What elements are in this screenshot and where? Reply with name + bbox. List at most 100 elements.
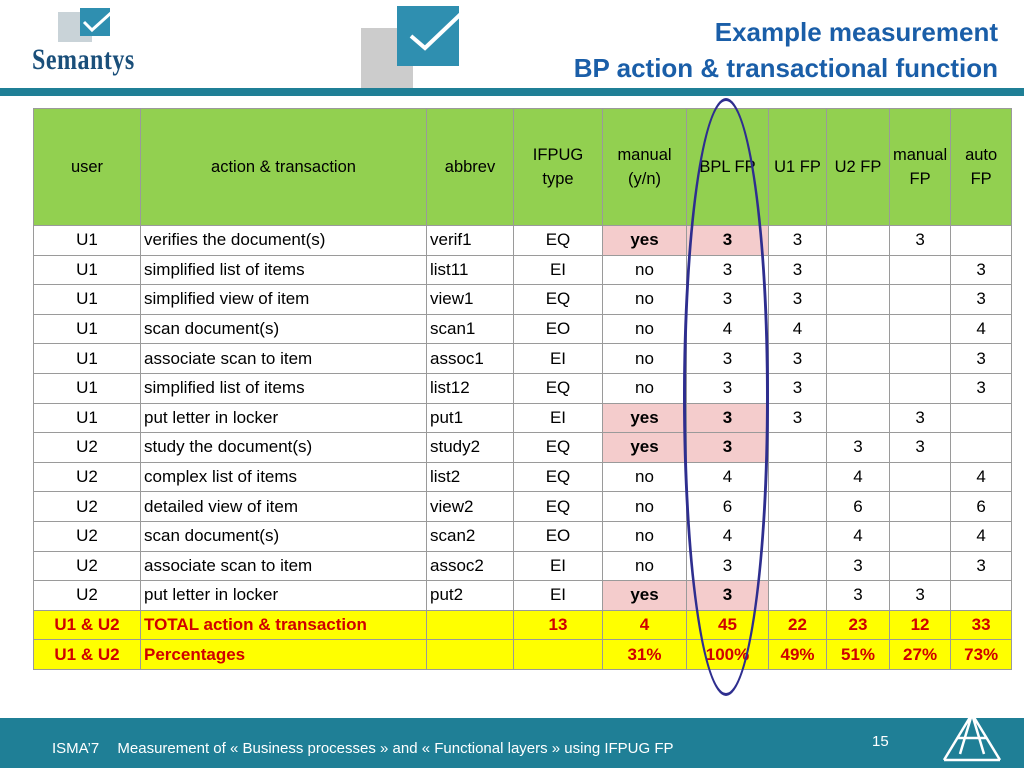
cell-manual-fp	[888, 254, 952, 286]
cell-auto-fp	[950, 402, 1013, 434]
cell-action: scan document(s)	[140, 520, 427, 552]
cell-bpl-fp: 3	[686, 284, 769, 315]
cell-manual-fp	[888, 491, 952, 522]
cell-manual-fp: 3	[888, 225, 952, 256]
cell-ifpug-type: EO	[513, 313, 603, 345]
logo-wordmark: Semantys	[32, 44, 135, 77]
cell-manual: no	[602, 254, 687, 286]
slide-header: Semantys Example measurement BP action &…	[0, 0, 1024, 100]
cell-u1-fp	[768, 550, 827, 582]
cell-u2-fp: 3	[826, 432, 890, 463]
table-row: U1 associate scan to item assoc1 EI no 3 3 3	[33, 343, 1013, 374]
cell-manual-fp	[888, 284, 952, 315]
table-row: U2 put letter in locker put2 EI yes 3 3 3	[33, 580, 1013, 611]
cell-u2-fp	[826, 284, 890, 315]
cell-user: U2	[33, 580, 141, 611]
cell-bpl-fp: 3	[686, 372, 769, 404]
cell-action: study the document(s)	[140, 432, 427, 463]
title-line-2: BP action & transactional function	[573, 53, 998, 83]
cell-u1-fp	[768, 520, 827, 552]
cell-ifpug-type: EI	[513, 580, 603, 611]
semantys-logo	[58, 8, 114, 42]
measurement-table-container: user action & transaction abbrev IFPUG t…	[33, 108, 1013, 670]
cell-user: U1	[33, 313, 141, 345]
cell-action: put letter in locker	[140, 580, 427, 611]
cell-action: TOTAL action & transaction	[140, 609, 427, 641]
cell-ifpug-type: 13	[513, 609, 603, 641]
cell-ifpug-type: EQ	[513, 461, 603, 493]
cell-abbrev: put1	[426, 402, 514, 434]
table-row: U2 study the document(s) study2 EQ yes 3 3 3	[33, 432, 1013, 463]
percentages-row: U1 & U2 Percentages 31% 100% 49% 51% 27% 73%	[33, 639, 1013, 670]
cell-manual: yes	[602, 225, 687, 256]
cell-auto-fp	[950, 225, 1013, 256]
cell-abbrev: study2	[426, 432, 514, 463]
cell-auto-fp: 3	[950, 343, 1013, 374]
cell-manual-fp: 3	[888, 580, 952, 611]
cell-manual: 31%	[602, 639, 687, 670]
cell-manual: no	[602, 284, 687, 315]
cell-u1-fp: 3	[768, 254, 827, 286]
cell-abbrev: assoc1	[426, 343, 514, 374]
cell-user: U1 & U2	[33, 639, 141, 670]
cell-ifpug-type: EQ	[513, 372, 603, 404]
cell-manual-fp: 3	[888, 432, 952, 463]
cell-bpl-fp: 3	[686, 580, 769, 611]
table-row: U1 simplified list of items list12 EQ no 3 3 3	[33, 372, 1013, 404]
cell-abbrev: verif1	[426, 225, 514, 256]
cell-u1-fp: 4	[768, 313, 827, 345]
column-header: manual (y/n)	[602, 108, 687, 226]
column-header: action & transaction	[140, 108, 427, 226]
cell-bpl-fp: 4	[686, 461, 769, 493]
cell-ifpug-type: EQ	[513, 432, 603, 463]
cell-user: U1	[33, 254, 141, 286]
cell-manual: yes	[602, 580, 687, 611]
cell-manual-fp	[888, 372, 952, 404]
cell-manual: no	[602, 343, 687, 374]
table-row: U1 put letter in locker put1 EI yes 3 3 3	[33, 402, 1013, 434]
cell-user: U1	[33, 402, 141, 434]
footer-text: ISMA’7 Measurement of « Business process…	[52, 740, 688, 757]
cell-auto-fp: 3	[950, 550, 1013, 582]
table-row: U2 associate scan to item assoc2 EI no 3 3 3	[33, 550, 1013, 582]
column-header: U1 FP	[768, 108, 827, 226]
cell-u1-fp: 3	[768, 402, 827, 434]
cell-user: U1 & U2	[33, 609, 141, 641]
column-header: IFPUG type	[513, 108, 603, 226]
cell-action: Percentages	[140, 639, 427, 670]
cell-bpl-fp: 4	[686, 313, 769, 345]
cell-action: scan document(s)	[140, 313, 427, 345]
column-header: auto FP	[950, 108, 1013, 226]
cell-manual-fp	[888, 313, 952, 345]
cell-action: simplified view of item	[140, 284, 427, 315]
table-row: U1 simplified view of item view1 EQ no 3 3 3	[33, 284, 1013, 315]
cell-user: U2	[33, 520, 141, 552]
cell-manual-fp	[888, 343, 952, 374]
cell-abbrev: put2	[426, 580, 514, 611]
cell-u1-fp	[768, 580, 827, 611]
tower-logo-icon	[942, 688, 1002, 762]
table-header-row: user action & transaction abbrev IFPUG t…	[33, 108, 1013, 226]
table-row: U2 scan document(s) scan2 EO no 4 4 4	[33, 520, 1013, 552]
cell-auto-fp: 33	[950, 609, 1013, 641]
cell-u2-fp: 51%	[826, 639, 890, 670]
cell-abbrev: scan2	[426, 520, 514, 552]
cell-u2-fp: 4	[826, 461, 890, 493]
cell-u2-fp: 23	[826, 609, 890, 641]
cell-abbrev: list2	[426, 461, 514, 493]
cell-u1-fp	[768, 491, 827, 522]
cell-abbrev: view2	[426, 491, 514, 522]
table-body: U1 verifies the document(s) verif1 EQ yes 3 3 3…	[33, 225, 1013, 670]
cell-u2-fp: 3	[826, 580, 890, 611]
cell-user: U2	[33, 461, 141, 493]
cell-abbrev: assoc2	[426, 550, 514, 582]
cell-u2-fp: 3	[826, 550, 890, 582]
cell-ifpug-type: EI	[513, 254, 603, 286]
cell-u2-fp	[826, 313, 890, 345]
cell-auto-fp: 4	[950, 461, 1013, 493]
table-row: U1 scan document(s) scan1 EO no 4 4 4	[33, 313, 1013, 345]
column-header: user	[33, 108, 141, 226]
cell-user: U2	[33, 550, 141, 582]
column-header: BPL FP	[686, 108, 769, 226]
cell-auto-fp: 6	[950, 491, 1013, 522]
